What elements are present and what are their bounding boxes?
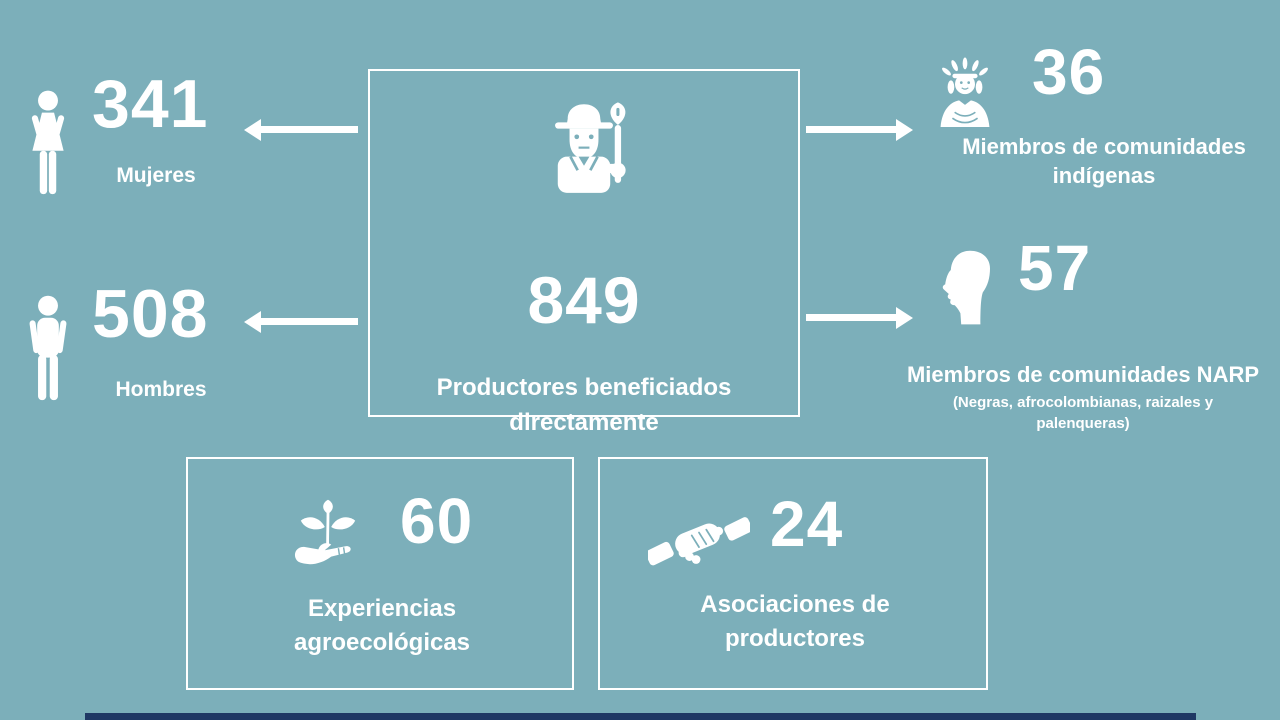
arrow-to-women	[261, 126, 358, 133]
indigenous-person-icon	[928, 44, 1002, 142]
men-stat-value: 508	[92, 276, 209, 352]
footer-accent-bar	[85, 713, 1196, 720]
farmer-with-shovel-icon	[524, 97, 644, 201]
arrow-to-indigenous	[806, 126, 896, 133]
associations-stat-label: Asociaciones de productores	[700, 591, 890, 652]
women-stat-value: 341	[92, 66, 209, 142]
men-stat-label: Hombres	[115, 378, 207, 401]
arrow-to-narp	[806, 314, 896, 321]
plant-in-hand-icon	[288, 487, 368, 583]
narp-stat-label: Miembros de comunidades NARP	[906, 362, 1260, 387]
indigenous-stat-value: 36	[1032, 36, 1106, 108]
man-icon	[22, 286, 74, 412]
center-stat-value: 849	[527, 263, 641, 337]
head-profile-icon	[934, 242, 998, 330]
indigenous-stat-label: Miembros de comunidades indígenas	[962, 134, 1246, 189]
associations-stat-value: 24	[770, 488, 844, 560]
arrow-to-men	[261, 318, 358, 325]
narp-stat-sublabel: (Negras, afrocolombianas, raizales y pal…	[952, 394, 1214, 432]
agroecology-stat-label: Experiencias agroecológicas	[293, 595, 471, 656]
women-stat-label: Mujeres	[116, 164, 196, 187]
agroecology-box: 60 Experiencias agroecológicas	[186, 457, 574, 690]
center-stat-label: Productores beneficiados directamente	[436, 374, 732, 436]
woman-icon	[22, 80, 74, 206]
narp-stat-value: 57	[1018, 232, 1092, 304]
handshake-icon	[648, 505, 750, 579]
agroecology-stat-value: 60	[400, 485, 474, 557]
associations-box: 24 Asociaciones de productores	[598, 457, 988, 690]
center-stat-box: 849 Productores beneficiados directament…	[368, 69, 800, 436]
